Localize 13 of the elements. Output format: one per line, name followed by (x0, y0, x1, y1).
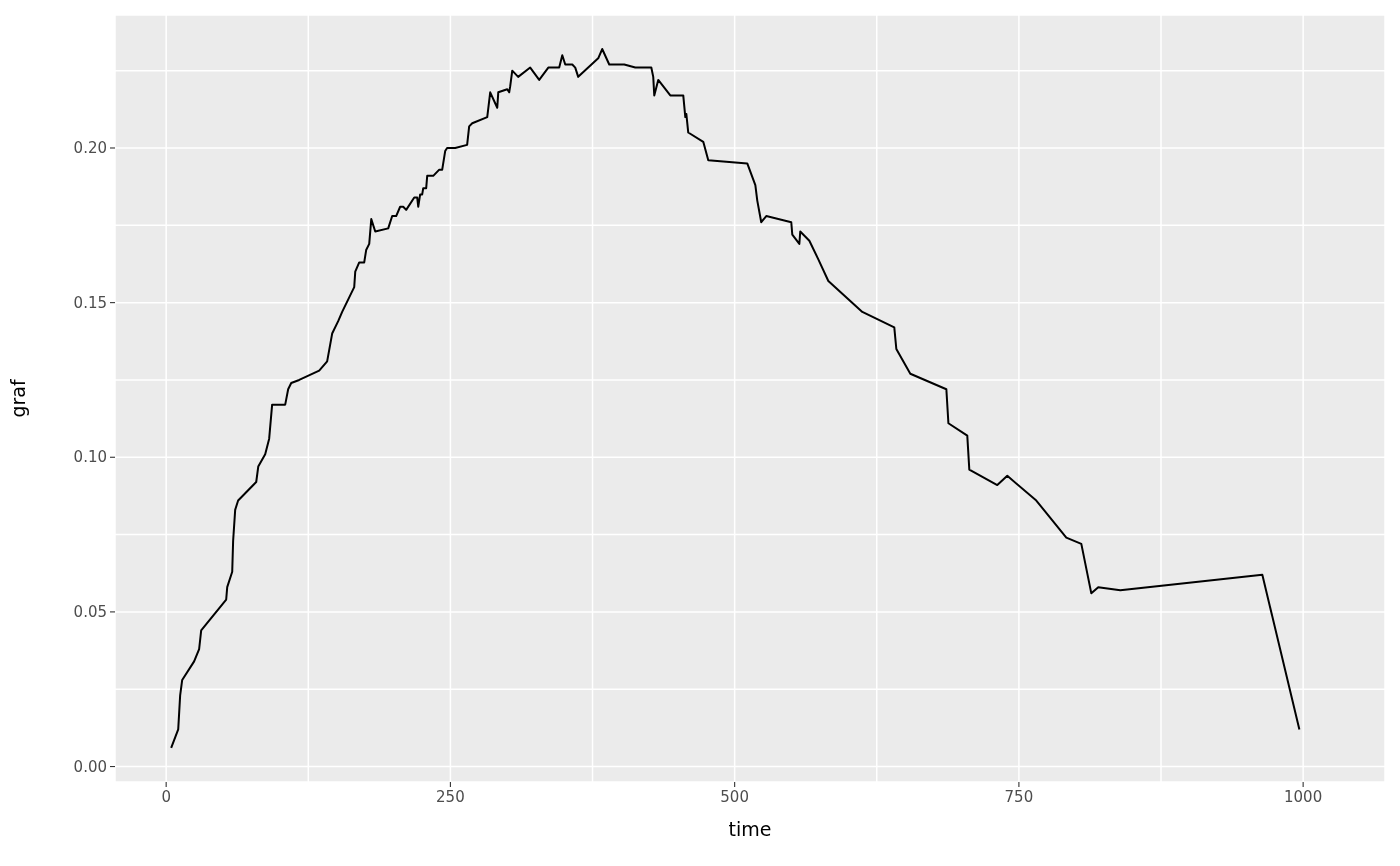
line-series (170, 48, 1301, 749)
y-tick-label: 0.20 (73, 138, 107, 157)
x-tick-label: 250 (436, 788, 465, 806)
y-tick-label: 0.05 (73, 602, 107, 621)
x-tick-label: 750 (1004, 788, 1034, 806)
y-tick-label: 0.15 (73, 293, 107, 312)
y-tick-label: 0.00 (73, 757, 107, 776)
x-tick-label: 0 (161, 788, 171, 806)
x-axis-title: time (728, 818, 772, 840)
x-tick-label: 500 (720, 788, 749, 806)
y-axis-title: graf (6, 378, 29, 418)
x-tick-label: 1000 (1284, 788, 1323, 806)
y-tick-label: 0.10 (73, 448, 107, 467)
